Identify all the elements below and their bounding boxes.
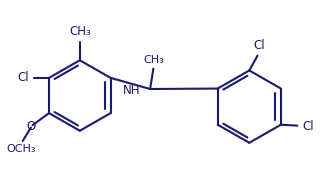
Text: Cl: Cl — [17, 71, 29, 84]
Text: Cl: Cl — [253, 39, 265, 52]
Text: NH: NH — [123, 84, 141, 97]
Text: CH₃: CH₃ — [143, 55, 164, 65]
Text: O: O — [26, 120, 36, 133]
Text: Cl: Cl — [302, 120, 314, 133]
Text: CH₃: CH₃ — [69, 25, 91, 38]
Text: OCH₃: OCH₃ — [6, 144, 36, 154]
